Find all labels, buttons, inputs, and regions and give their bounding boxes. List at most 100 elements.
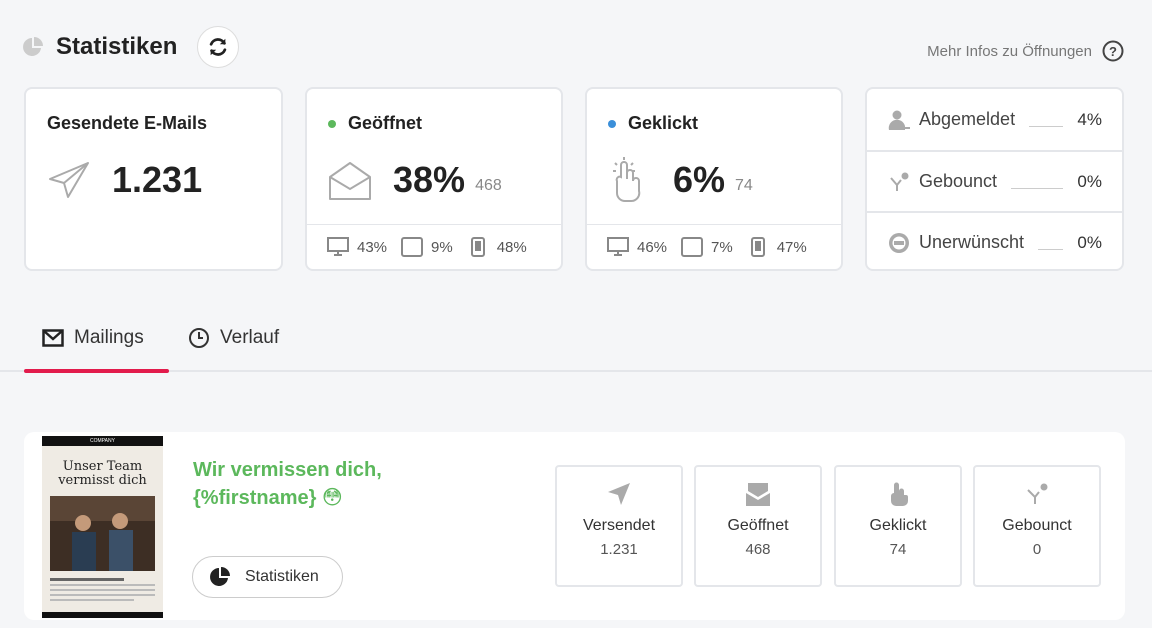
statistics-header: Statistiken Mehr Infos zu Öffnungen ? [0,0,1152,82]
bounce-icon [1027,483,1048,504]
opened-label: Geöffnet [348,113,422,133]
divider-line [1011,179,1064,189]
spam-row: Unerwünscht 0% [867,211,1122,272]
unsubscribed-value: 4% [1077,109,1102,129]
opened-value: 38% [393,159,466,200]
mailing-title-line1: Wir vermissen dich, [193,459,382,481]
tab-verlauf[interactable]: Verlauf [188,324,279,352]
open-envelope-icon [746,483,770,506]
opened-row: 38% 468 [327,157,502,203]
clicked-value: 6% [673,159,726,200]
thumb-footer [42,612,163,618]
user-minus-icon [888,110,910,130]
tab-mailings-label: Mailings [74,327,144,348]
thumb-text-lines [42,571,163,605]
opened-devices: 43% 9% 48% [307,224,561,269]
clicked-count: 74 [735,177,753,194]
mailing-title[interactable]: Wir vermissen dich, {%firstname} 😳 [193,456,382,512]
clicked-row: 6% 74 [607,157,753,203]
tab-verlauf-label: Verlauf [220,327,280,348]
metric-sent: Versendet 1.231 [555,465,683,587]
clicked-card: Geklickt 6% 74 46% 7% 47% [585,87,843,271]
more-info-label: Mehr Infos zu Öffnungen [927,42,1092,60]
metric-clicked: Geklickt 74 [834,465,962,587]
bounced-value: 0% [1077,171,1102,191]
unsubscribed-label: Abgemeldet [919,109,1016,129]
tablet-icon [681,237,704,257]
click-hand-icon [613,157,641,202]
bounced-label: Gebounct [919,171,998,191]
metric-bounced-label: Gebounct [1002,517,1072,534]
statistics-button[interactable]: Statistiken [192,556,343,598]
metric-clicked-label: Geklickt [869,517,927,534]
open-envelope-icon [329,162,371,200]
other-stats-card: Abgemeldet 4% Gebounct 0% Unerwünscht 0% [865,87,1124,271]
clicked-mobile: 47% [747,237,807,257]
pie-chart-icon [210,567,230,586]
send-icon [608,483,630,505]
metric-sent-label: Versendet [582,517,656,534]
metric-opened: Geöffnet 468 [694,465,822,587]
thumb-photo [50,496,155,571]
metric-opened-value: 468 [745,541,771,558]
help-icon[interactable]: ? [1102,40,1124,62]
desktop-icon [327,237,349,256]
paper-plane-icon [49,162,89,198]
mailing-title-line2: {%firstname} 😳 [193,487,343,509]
mailing-thumbnail[interactable]: COMPANY Unser Team vermisst dich [42,436,163,618]
clicked-label-wrap: Geklickt [608,113,698,134]
opened-tablet-value: 9% [431,238,453,256]
tab-mailings[interactable]: Mailings [42,324,144,352]
spam-value: 0% [1077,232,1102,252]
metric-opened-label: Geöffnet [727,517,789,534]
clicked-label: Geklickt [628,113,699,133]
clicked-tablet: 7% [681,237,733,257]
divider-line [1038,240,1064,250]
opened-tablet: 9% [401,237,453,257]
active-tab-indicator [24,369,169,373]
unsubscribed-row: Abgemeldet 4% [867,89,1122,150]
clicked-devices: 46% 7% 47% [587,224,841,269]
refresh-button[interactable] [197,26,240,68]
opened-mobile-value: 48% [496,238,527,256]
sent-emails-card: Gesendete E-Mails 1.231 [24,87,283,271]
opened-label-wrap: Geöffnet [328,113,422,134]
desktop-icon [607,237,629,256]
click-icon [891,482,908,506]
envelope-icon [42,329,64,347]
opened-dot [328,119,336,128]
clicked-desktop-value: 46% [637,238,668,256]
more-info-link[interactable]: Mehr Infos zu Öffnungen ? [927,40,1124,62]
mailing-item: COMPANY Unser Team vermisst dich Wir ver… [24,432,1125,620]
page-title: Statistiken [56,33,178,60]
divider-line [1029,117,1064,127]
refresh-icon [210,38,227,56]
clock-icon [189,328,209,348]
title-wrap: Statistiken [22,26,240,68]
bounce-icon [890,172,909,191]
opened-count: 468 [475,177,502,194]
mobile-icon [470,237,485,257]
opened-desktop-value: 43% [357,238,388,256]
sent-emails-value: 1.231 [112,159,203,200]
opened-mobile: 48% [467,237,527,257]
svg-text:?: ? [1109,44,1117,59]
sent-emails-row: 1.231 [46,157,202,203]
spam-label: Unerwünscht [919,232,1025,252]
bounced-row: Gebounct 0% [867,150,1122,211]
opened-desktop: 43% [327,237,387,257]
metric-bounced-value: 0 [1032,541,1042,558]
statistics-button-label: Statistiken [245,568,319,585]
opened-card: Geöffnet 38% 468 43% 9% 48% [305,87,563,271]
tablet-icon [401,237,424,257]
thumb-brand: COMPANY [42,436,163,446]
clicked-desktop: 46% [607,237,667,257]
mobile-icon [750,237,765,257]
clicked-tablet-value: 7% [711,238,733,256]
metric-clicked-value: 74 [889,541,907,558]
clicked-dot [608,119,616,128]
sent-emails-label: Gesendete E-Mails [47,113,208,133]
metric-bounced: Gebounct 0 [973,465,1101,587]
spam-icon [889,232,909,253]
pie-chart-icon [23,37,43,56]
